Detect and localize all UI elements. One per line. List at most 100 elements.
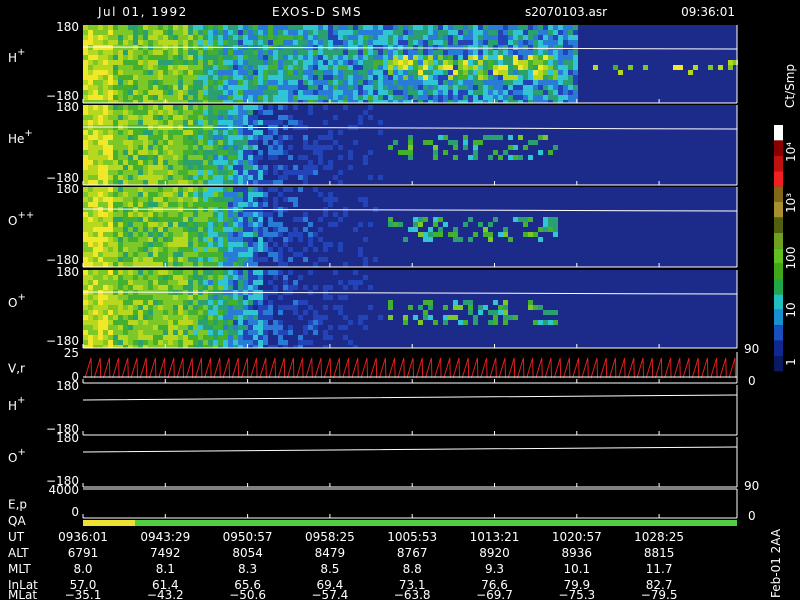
- spectrogram-cell: [133, 345, 138, 348]
- spectrogram-cell: [83, 105, 88, 110]
- spectrogram-cell: [308, 105, 313, 110]
- spectrogram-cell: [163, 295, 168, 300]
- spectrogram-cell: [83, 95, 88, 100]
- spectrogram-cell: [108, 262, 113, 267]
- spectrogram-cell: [163, 85, 168, 90]
- spectrogram-cell: [263, 320, 268, 325]
- spectrogram-cell: [308, 305, 313, 310]
- spectrogram-cell: [133, 100, 138, 103]
- spectrogram-cell: [228, 280, 233, 285]
- spectrogram-cell: [123, 25, 128, 30]
- spectrogram-cell: [368, 40, 373, 45]
- spectrogram-cell: [133, 217, 138, 222]
- spectrogram-cell: [243, 192, 248, 197]
- spectrogram-cell: [288, 145, 293, 150]
- spectrogram-cell: [158, 80, 163, 85]
- spectrogram-cell: [193, 320, 198, 325]
- spectrogram-cell: [143, 95, 148, 100]
- spectrogram-cell: [553, 70, 558, 75]
- spectrogram-cell: [98, 192, 103, 197]
- spectrogram-cell: [223, 325, 228, 330]
- spectrogram-cell: [253, 120, 258, 125]
- spectrogram-cell: [128, 275, 133, 280]
- spectrogram-cell: [98, 150, 103, 155]
- spectrogram-cell: [143, 202, 148, 207]
- spectrogram-cell: [328, 55, 333, 60]
- spectrogram-cell: [233, 247, 238, 252]
- spectrogram-cell: [248, 170, 253, 175]
- spectrogram-cell: [88, 85, 93, 90]
- spectrogram-cell: [498, 35, 503, 40]
- spectrogram-cell: [148, 262, 153, 267]
- spectrogram-cell: [383, 75, 388, 80]
- spectrogram-cell: [193, 227, 198, 232]
- spectrogram-cell: [163, 257, 168, 262]
- spectrogram-cell: [198, 257, 203, 262]
- spectrogram-cell: [258, 242, 263, 247]
- spectrogram-cell: [248, 25, 253, 30]
- spectrogram-cell: [168, 285, 173, 290]
- spectrogram-cell: [83, 70, 88, 75]
- spectrogram-cell: [463, 25, 468, 30]
- spectrogram-cell: [283, 197, 288, 202]
- spectrogram-cell: [353, 65, 358, 70]
- spectrogram-cell: [188, 60, 193, 65]
- spectrogram-cell: [448, 25, 453, 30]
- spectrogram-cell: [298, 120, 303, 125]
- cell: −50.6: [229, 588, 266, 600]
- spectrogram-cell: [538, 75, 543, 80]
- spectrogram-cell: [193, 212, 198, 217]
- spectrogram-cell: [148, 197, 153, 202]
- spectrogram-cell: [493, 75, 498, 80]
- spectrogram-cell: [428, 50, 433, 55]
- spectrogram-cell: [278, 262, 283, 267]
- spectrogram-cell: [193, 55, 198, 60]
- cell: 6791: [68, 546, 99, 560]
- spectrogram-cell: [443, 90, 448, 95]
- y-tick-label: 180: [56, 265, 79, 279]
- spectrogram-cell: [173, 90, 178, 95]
- spectrogram-cell: [208, 192, 213, 197]
- spectrogram-cell: [188, 310, 193, 315]
- velocity-trace: [84, 357, 736, 379]
- spectrogram-cell: [118, 85, 123, 90]
- spectrogram-cell: [178, 40, 183, 45]
- spectrogram-cell: [233, 85, 238, 90]
- spectrogram-cell: [258, 202, 263, 207]
- spectrogram-cell: [338, 100, 343, 103]
- spectrogram-cell: [218, 165, 223, 170]
- spectrogram-cell: [523, 80, 528, 85]
- spectrogram-cell: [118, 175, 123, 180]
- spectrogram-cell: [518, 40, 523, 45]
- spectrogram-cell: [253, 130, 258, 135]
- spectrogram-cell: [163, 197, 168, 202]
- spectrogram-cell: [233, 227, 238, 232]
- spectrogram-cell: [98, 130, 103, 135]
- spectrogram-cell: [428, 237, 433, 242]
- spectrogram-cell: [243, 335, 248, 340]
- spectrogram-cell: [128, 175, 133, 180]
- spectrogram-cell: [108, 110, 113, 115]
- spectrogram-cell: [183, 40, 188, 45]
- spectrogram-cell: [423, 80, 428, 85]
- spectrogram-cell: [193, 280, 198, 285]
- panel-label-sup: +: [17, 447, 25, 458]
- spectrogram-cell: [128, 165, 133, 170]
- spectrogram-cell: [553, 232, 558, 237]
- spectrogram-cell: [453, 100, 458, 103]
- spectrogram-cell: [473, 35, 478, 40]
- spectrogram: [83, 187, 558, 267]
- spectrogram-cell: [248, 305, 253, 310]
- spectrogram-cell: [133, 270, 138, 275]
- spectrogram-cell: [338, 70, 343, 75]
- spectrogram-cell: [328, 242, 333, 247]
- spectrogram-cell: [528, 25, 533, 30]
- spectrogram-cell: [143, 170, 148, 175]
- spectrogram-cell: [158, 335, 163, 340]
- spectrogram-cell: [98, 340, 103, 345]
- spectrogram-cell: [413, 30, 418, 35]
- cell: −57.4: [312, 588, 349, 600]
- spectrogram-cell: [108, 55, 113, 60]
- spectrogram-cell: [498, 135, 503, 140]
- spectrogram-cell: [113, 330, 118, 335]
